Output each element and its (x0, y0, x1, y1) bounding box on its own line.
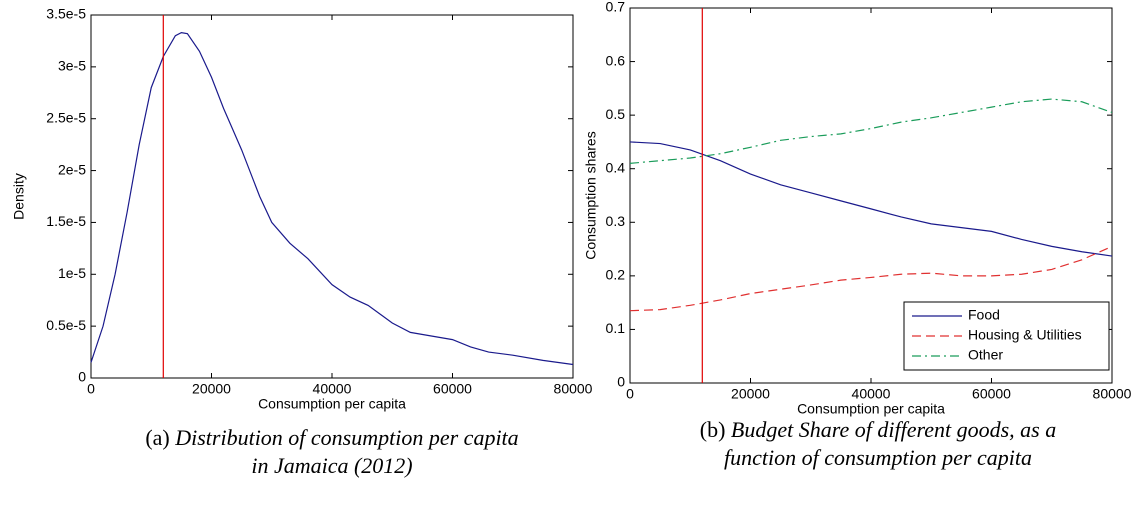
caption-label: (a) (145, 425, 169, 450)
x-tick-label: 60000 (433, 381, 472, 397)
caption: (a) Distribution of consumption per capi… (145, 425, 518, 450)
y-tick-label: 3e-5 (58, 58, 86, 74)
y-tick-label: 0.6 (606, 52, 626, 68)
y-tick-label: 1.5e-5 (46, 213, 86, 229)
legend-label: Food (968, 307, 1000, 323)
y-axis-label: Density (11, 173, 27, 220)
y-tick-label: 3.5e-5 (46, 6, 86, 22)
x-axis-label: Consumption per capita (797, 401, 945, 417)
caption: (b) Budget Share of different goods, as … (700, 417, 1056, 442)
x-tick-label: 40000 (313, 381, 352, 397)
x-tick-label: 40000 (852, 386, 891, 402)
y-tick-label: 2e-5 (58, 161, 86, 177)
y-tick-label: 0 (617, 374, 625, 390)
y-tick-label: 0.4 (606, 159, 626, 175)
y-tick-label: 0.5 (606, 106, 626, 122)
y-tick-label: 0.2 (606, 267, 626, 283)
x-tick-label: 0 (87, 381, 95, 397)
y-tick-label: 0.5e-5 (46, 317, 86, 333)
x-tick-label: 80000 (554, 381, 593, 397)
x-tick-label: 60000 (972, 386, 1011, 402)
legend-label: Housing & Utilities (968, 327, 1082, 343)
data-line (90, 32, 574, 366)
caption-text: in Jamaica (2012) (251, 453, 412, 478)
x-tick-label: 80000 (1093, 386, 1132, 402)
y-tick-label: 0 (78, 369, 86, 385)
y-tick-label: 2.5e-5 (46, 109, 86, 125)
y-tick-label: 0.1 (606, 320, 626, 336)
caption-text: function of consumption per capita (724, 445, 1032, 470)
data-line (629, 98, 1113, 164)
x-tick-label: 0 (626, 386, 634, 402)
y-tick-label: 0.7 (606, 0, 626, 15)
legend-label: Other (968, 347, 1003, 363)
y-tick-label: 1e-5 (58, 265, 86, 281)
data-line (629, 245, 1113, 312)
caption-text: Distribution of consumption per capita (174, 425, 518, 450)
y-tick-label: 0.3 (606, 213, 626, 229)
x-tick-label: 20000 (192, 381, 231, 397)
legend-box (903, 301, 1110, 371)
x-axis-label: Consumption per capita (258, 396, 406, 412)
caption-label: (b) (700, 417, 726, 442)
x-tick-label: 20000 (731, 386, 770, 402)
data-line (629, 141, 1113, 257)
y-axis-label: Consumption shares (583, 131, 599, 259)
caption-text: Budget Share of different goods, as a (731, 417, 1056, 442)
